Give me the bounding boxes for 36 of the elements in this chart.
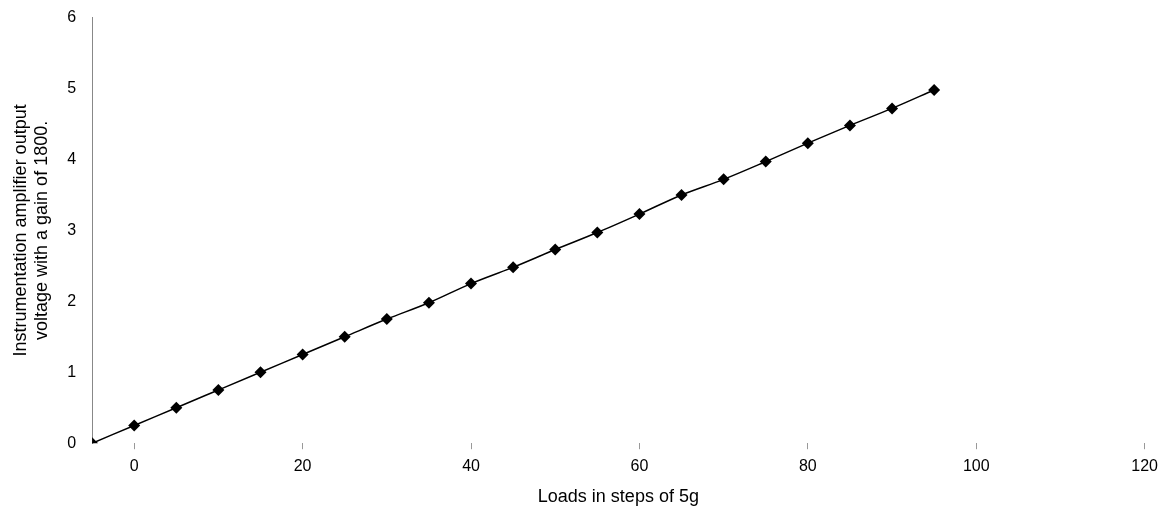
x-tick-label: 80 xyxy=(798,457,817,475)
point xyxy=(128,419,141,432)
point xyxy=(212,384,225,396)
point xyxy=(254,366,267,379)
point xyxy=(465,277,478,290)
x-tick-label: 20 xyxy=(293,457,312,475)
point xyxy=(591,226,604,239)
point xyxy=(717,173,730,186)
point xyxy=(170,401,183,414)
point xyxy=(380,313,393,326)
x-tick-label: 40 xyxy=(462,457,481,475)
point xyxy=(422,296,435,309)
point xyxy=(843,119,856,132)
x-tick-label: 100 xyxy=(962,457,990,475)
point xyxy=(759,155,772,168)
point xyxy=(549,243,562,256)
point xyxy=(633,208,646,221)
point xyxy=(928,83,941,96)
point xyxy=(507,261,520,274)
point xyxy=(338,330,351,343)
x-tick-label: 120 xyxy=(1131,457,1159,475)
point xyxy=(296,348,309,361)
point xyxy=(801,137,814,150)
x-axis-title: Loads in steps of 5g xyxy=(537,486,699,507)
y-tick-label: 2 xyxy=(67,291,77,309)
y-tick-label: 6 xyxy=(67,8,77,26)
y-tick-label: 0 xyxy=(67,433,77,451)
y-tick-label: 3 xyxy=(67,220,77,238)
y-axis-title: Instrumentation amplifier output voltage with a gain of 1800. xyxy=(9,104,52,357)
point xyxy=(886,102,899,115)
point xyxy=(675,188,688,201)
y-tick-label: 4 xyxy=(67,149,77,167)
x-tick-label: 60 xyxy=(630,457,649,475)
y-tick-label: 1 xyxy=(67,362,77,380)
y-tick-label: 5 xyxy=(67,78,77,96)
x-tick-label: 0 xyxy=(129,457,139,475)
